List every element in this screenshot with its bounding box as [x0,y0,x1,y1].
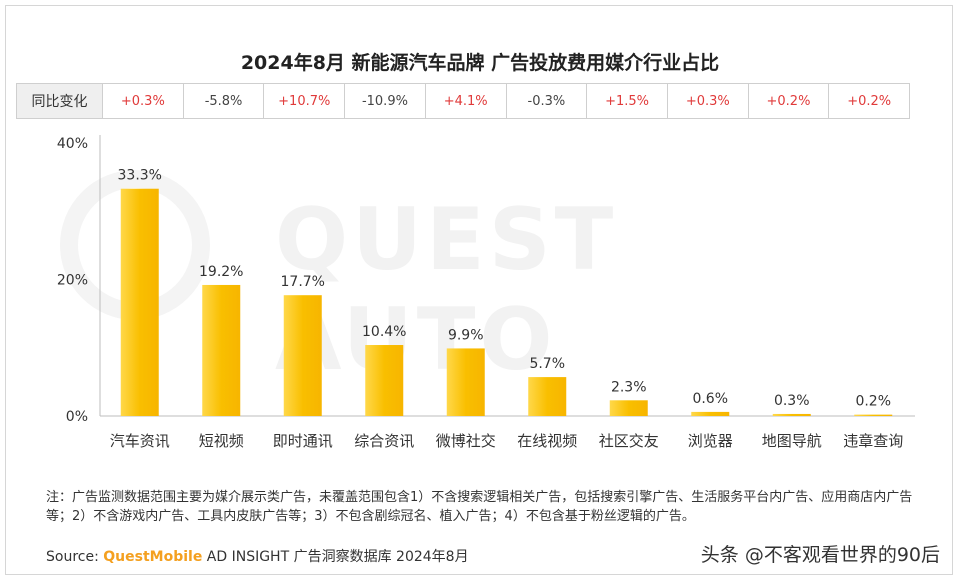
x-tick-label-9: 地图导航 [762,432,822,450]
data-label-6: 5.7% [529,356,565,372]
y-tick-label: 0% [66,409,88,425]
data-label-1: 33.3% [118,168,162,184]
source-brand: QuestMobile [103,549,203,565]
x-tick-label-2: 短视频 [199,432,244,450]
y-tick-label: 20% [57,273,88,289]
source-rest: AD INSIGHT 广告洞察数据库 2024年8月 [202,549,469,565]
bar-6 [528,377,567,416]
bar-8 [691,411,730,416]
x-tick-label-5: 微博社交 [436,432,496,450]
data-label-10: 0.2% [855,394,891,410]
x-tick-label-6: 在线视频 [517,432,577,450]
bar-2 [202,284,241,416]
footnote: 注：广告监测数据范围主要为媒介展示类广告，未覆盖范围包含1）不含搜索逻辑相关广告… [46,490,913,524]
yoy-table: 同比变化 +0.3% -5.8% +10.7% -10.9% +4.1% -0.3% +1.… [16,83,910,119]
x-tick-label-8: 浏览器 [688,432,733,450]
source-prefix: Source: [46,549,99,565]
data-label-3: 17.7% [281,274,325,290]
bar-chart: 0% 20% 40% 33.3% 汽车资讯 19.2% 短视频 17.7% 即时通讯 10.4% 综… [57,135,915,450]
yoy-cell-6: -0.3% [507,84,588,118]
yoy-cell-10: +0.2% [847,93,892,109]
yoy-header: 同比变化 [17,84,103,118]
bar-10 [854,414,893,416]
data-label-2: 19.2% [199,264,243,280]
yoy-cell-1: +0.3% [103,84,184,118]
bar-9 [772,413,811,416]
yoy-cell-8: +0.3% [668,84,749,118]
data-label-8: 0.6% [692,391,728,407]
x-tick-label-3: 即时通讯 [273,432,333,450]
data-label-5: 9.9% [448,327,484,343]
yoy-cell-7: +1.5% [587,84,668,118]
bar-1 [120,188,159,416]
yoy-cell-9: +0.2% [749,84,830,118]
x-tick-label-1: 汽车资讯 [110,432,170,450]
yoy-cell-3: +10.7% [264,84,346,118]
yoy-cells: +0.3% -5.8% +10.7% -10.9% +4.1% -0.3% +1.5% +0.… [103,84,909,118]
yoy-cell-4: -10.9% [345,84,426,118]
data-label-4: 10.4% [362,324,406,340]
bar-5 [446,348,485,416]
x-tick-label-7: 社区交友 [599,432,659,450]
bar-3 [283,295,322,416]
credit-watermark: 头条 @不客观看世界的90后 [700,544,940,566]
yoy-cell-2: -5.8% [184,84,265,118]
bar-7 [609,400,648,416]
x-tick-label-4: 综合资讯 [354,432,414,450]
chart-frame [5,5,953,575]
y-tick-label: 40% [57,136,88,152]
bar-4 [365,345,404,416]
data-label-7: 2.3% [611,379,647,395]
chart-title: 2024年8月 新能源汽车品牌 广告投放费用媒介行业占比 [240,52,720,74]
yoy-cell-5: +4.1% [426,84,507,118]
source-line: Source: QuestMobile AD INSIGHT 广告洞察数据库 2… [46,546,469,566]
data-label-9: 0.3% [774,393,810,409]
x-tick-label-10: 违章查询 [843,432,903,450]
